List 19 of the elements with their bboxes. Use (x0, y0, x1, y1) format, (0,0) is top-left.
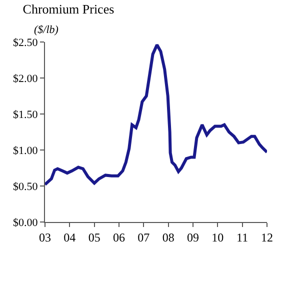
y-tick-label: $1.50 (13, 108, 38, 121)
y-tick-label: $2.00 (13, 72, 38, 85)
x-tick-label: 04 (64, 230, 76, 244)
y-tick-label: $1.00 (13, 144, 38, 157)
x-tick-label: 08 (162, 230, 174, 244)
x-tick-label: 09 (187, 230, 199, 244)
y-tick-label: $0.00 (13, 216, 38, 229)
y-tick-label: $2.50 (13, 36, 38, 49)
line-series (45, 43, 267, 186)
x-tick-label: 03 (39, 230, 51, 244)
x-tick-label: 11 (236, 230, 248, 244)
x-tick-label: 05 (88, 230, 100, 244)
x-tick-label: 10 (212, 230, 224, 244)
x-tick-label: 06 (113, 230, 125, 244)
chart-subtitle: ($/lb) (34, 24, 59, 36)
x-tick-label: 12 (261, 230, 273, 244)
chart-title: Chromium Prices (22, 1, 114, 16)
x-tick-label: 07 (138, 230, 150, 244)
y-tick-label: $0.50 (13, 180, 38, 193)
